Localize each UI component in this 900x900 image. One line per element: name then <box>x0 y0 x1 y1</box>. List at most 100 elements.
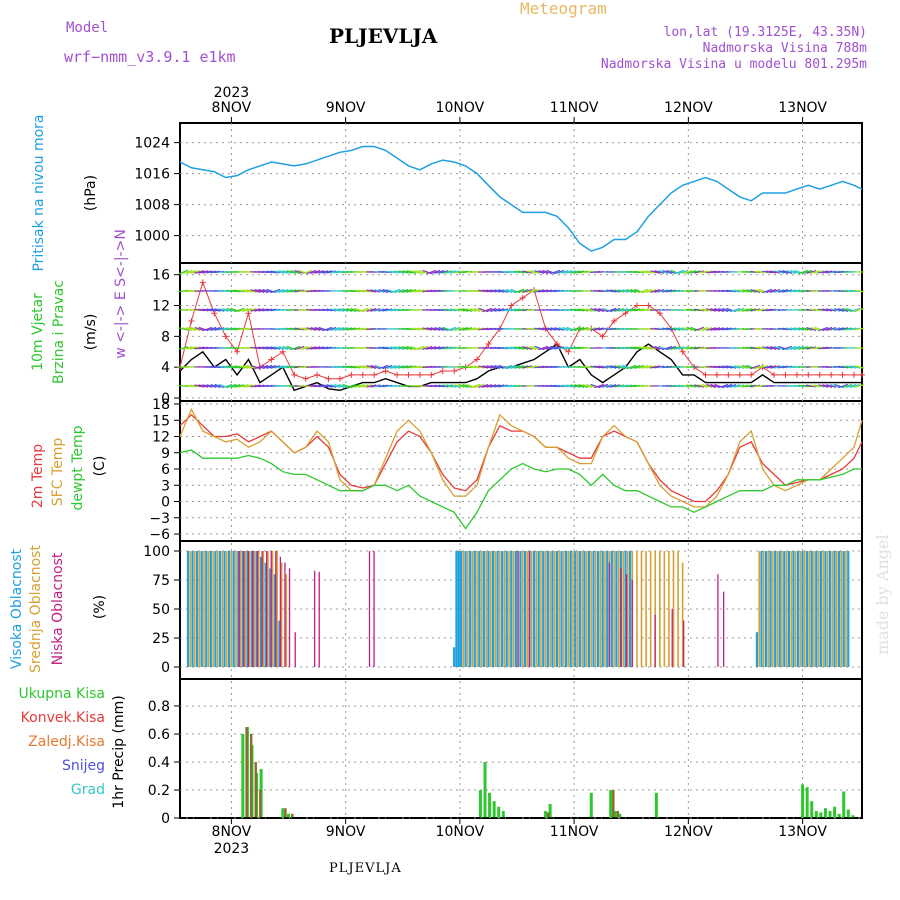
mid-cloud-bar <box>563 551 565 667</box>
wind-barb <box>542 289 553 293</box>
wind-barb <box>846 365 857 369</box>
wind-barb <box>590 308 601 312</box>
wind-barb <box>282 270 293 274</box>
high-cloud-bar <box>551 551 554 667</box>
wind-barb <box>806 270 817 274</box>
wind-barb <box>478 365 489 369</box>
wind-barb <box>582 327 593 331</box>
wind-barb <box>474 327 485 331</box>
wind-gust-marker <box>188 317 195 324</box>
wind-barb <box>346 383 357 389</box>
wind-barb <box>326 326 337 332</box>
low-cloud-bar <box>294 632 296 667</box>
wind-barb <box>222 307 233 313</box>
wind-barb <box>554 269 565 275</box>
high-cloud-bar <box>796 551 800 667</box>
wind-barb <box>690 270 701 274</box>
mid-cloud-bar <box>822 551 824 667</box>
mid-cloud-bar <box>672 551 675 667</box>
wind-barb <box>766 346 777 350</box>
wind-barb <box>206 326 217 332</box>
wind-barb <box>206 384 217 388</box>
x-tick-label-top: 8NOV <box>212 100 252 116</box>
wind-barb <box>754 346 765 350</box>
wind-barb <box>374 289 385 293</box>
wind-barb <box>302 327 313 331</box>
wind-barb <box>446 326 457 332</box>
mid-cloud-bar <box>535 551 538 667</box>
wind-barb <box>334 327 345 331</box>
wind-barb <box>302 346 313 350</box>
wind-barb <box>722 383 733 389</box>
footer-location: PLJEVLJA <box>329 861 402 876</box>
wind-barb <box>242 307 253 313</box>
wind-barb <box>190 326 201 332</box>
high-cloud-bar <box>278 620 281 667</box>
wind-barb <box>358 289 369 293</box>
mid-cloud-bar <box>785 551 788 667</box>
wind-barb <box>494 364 505 370</box>
wind-barb <box>578 308 589 312</box>
wind-barb <box>638 365 649 369</box>
wind-barb <box>822 270 833 274</box>
wind-barb <box>590 327 601 331</box>
wind-barb <box>710 327 721 331</box>
wind-barb <box>630 308 641 312</box>
mid-cloud-bar <box>668 551 670 667</box>
wind-barb <box>342 308 353 312</box>
wind-barb <box>782 270 793 274</box>
wind-barb <box>254 289 265 293</box>
total-precip-bar <box>654 792 658 818</box>
wind-barb <box>470 383 481 389</box>
wind-gust-marker <box>828 371 835 378</box>
wind-barb <box>850 289 861 293</box>
y-tick-label: 0 <box>161 811 170 827</box>
x-tick-label-bottom: 10NOV <box>436 824 485 840</box>
wind-gust-marker <box>702 371 709 378</box>
wind-barb <box>838 365 849 369</box>
mid-cloud-bar <box>203 551 205 667</box>
low-cloud-bar <box>288 568 291 667</box>
wind-barb <box>654 365 665 369</box>
wind-barb <box>446 270 457 274</box>
high-cloud-bar <box>546 551 549 667</box>
wind-barb <box>798 269 809 275</box>
wind-barb <box>606 289 617 293</box>
wind-barb <box>734 289 745 293</box>
wind-barb <box>382 308 393 312</box>
wind-barb <box>626 364 637 370</box>
wind-barb <box>654 289 665 293</box>
wind-barb <box>454 308 465 312</box>
wind-barb <box>654 270 665 274</box>
high-cloud-bar <box>587 551 591 667</box>
wind-gust-marker <box>382 368 389 375</box>
total-precip-bar <box>281 808 285 818</box>
high-cloud-bar <box>806 551 809 667</box>
wind-barb <box>634 346 645 350</box>
wind-barb <box>486 365 497 369</box>
high-cloud-bar <box>260 556 263 667</box>
wind-barb <box>486 307 497 313</box>
wind-barb <box>822 308 833 312</box>
wind-barb <box>438 384 449 388</box>
mid-cloud-bar <box>526 551 529 667</box>
wind-barb <box>458 308 469 312</box>
high-cloud-bar <box>496 551 499 667</box>
low-cloud-bar <box>247 551 250 667</box>
wind-barb <box>282 289 293 293</box>
legend-snijeg: Snijeg <box>62 758 105 774</box>
wind-barb <box>814 384 825 388</box>
wind-barb <box>502 364 513 370</box>
wind-barb <box>658 327 669 331</box>
wind-barb <box>278 365 289 369</box>
y-tick-label: 18 <box>152 397 170 413</box>
wind-barb <box>398 365 409 369</box>
wind-barb <box>470 307 481 313</box>
x-tick-label-bottom: 8NOV <box>212 824 252 840</box>
high-cloud-bar <box>569 551 572 667</box>
wind-barb <box>194 270 205 274</box>
wind-barb <box>306 269 317 275</box>
high-cloud-bar <box>537 551 540 667</box>
low-cloud-bar <box>270 551 272 667</box>
wind-barb <box>410 289 421 293</box>
